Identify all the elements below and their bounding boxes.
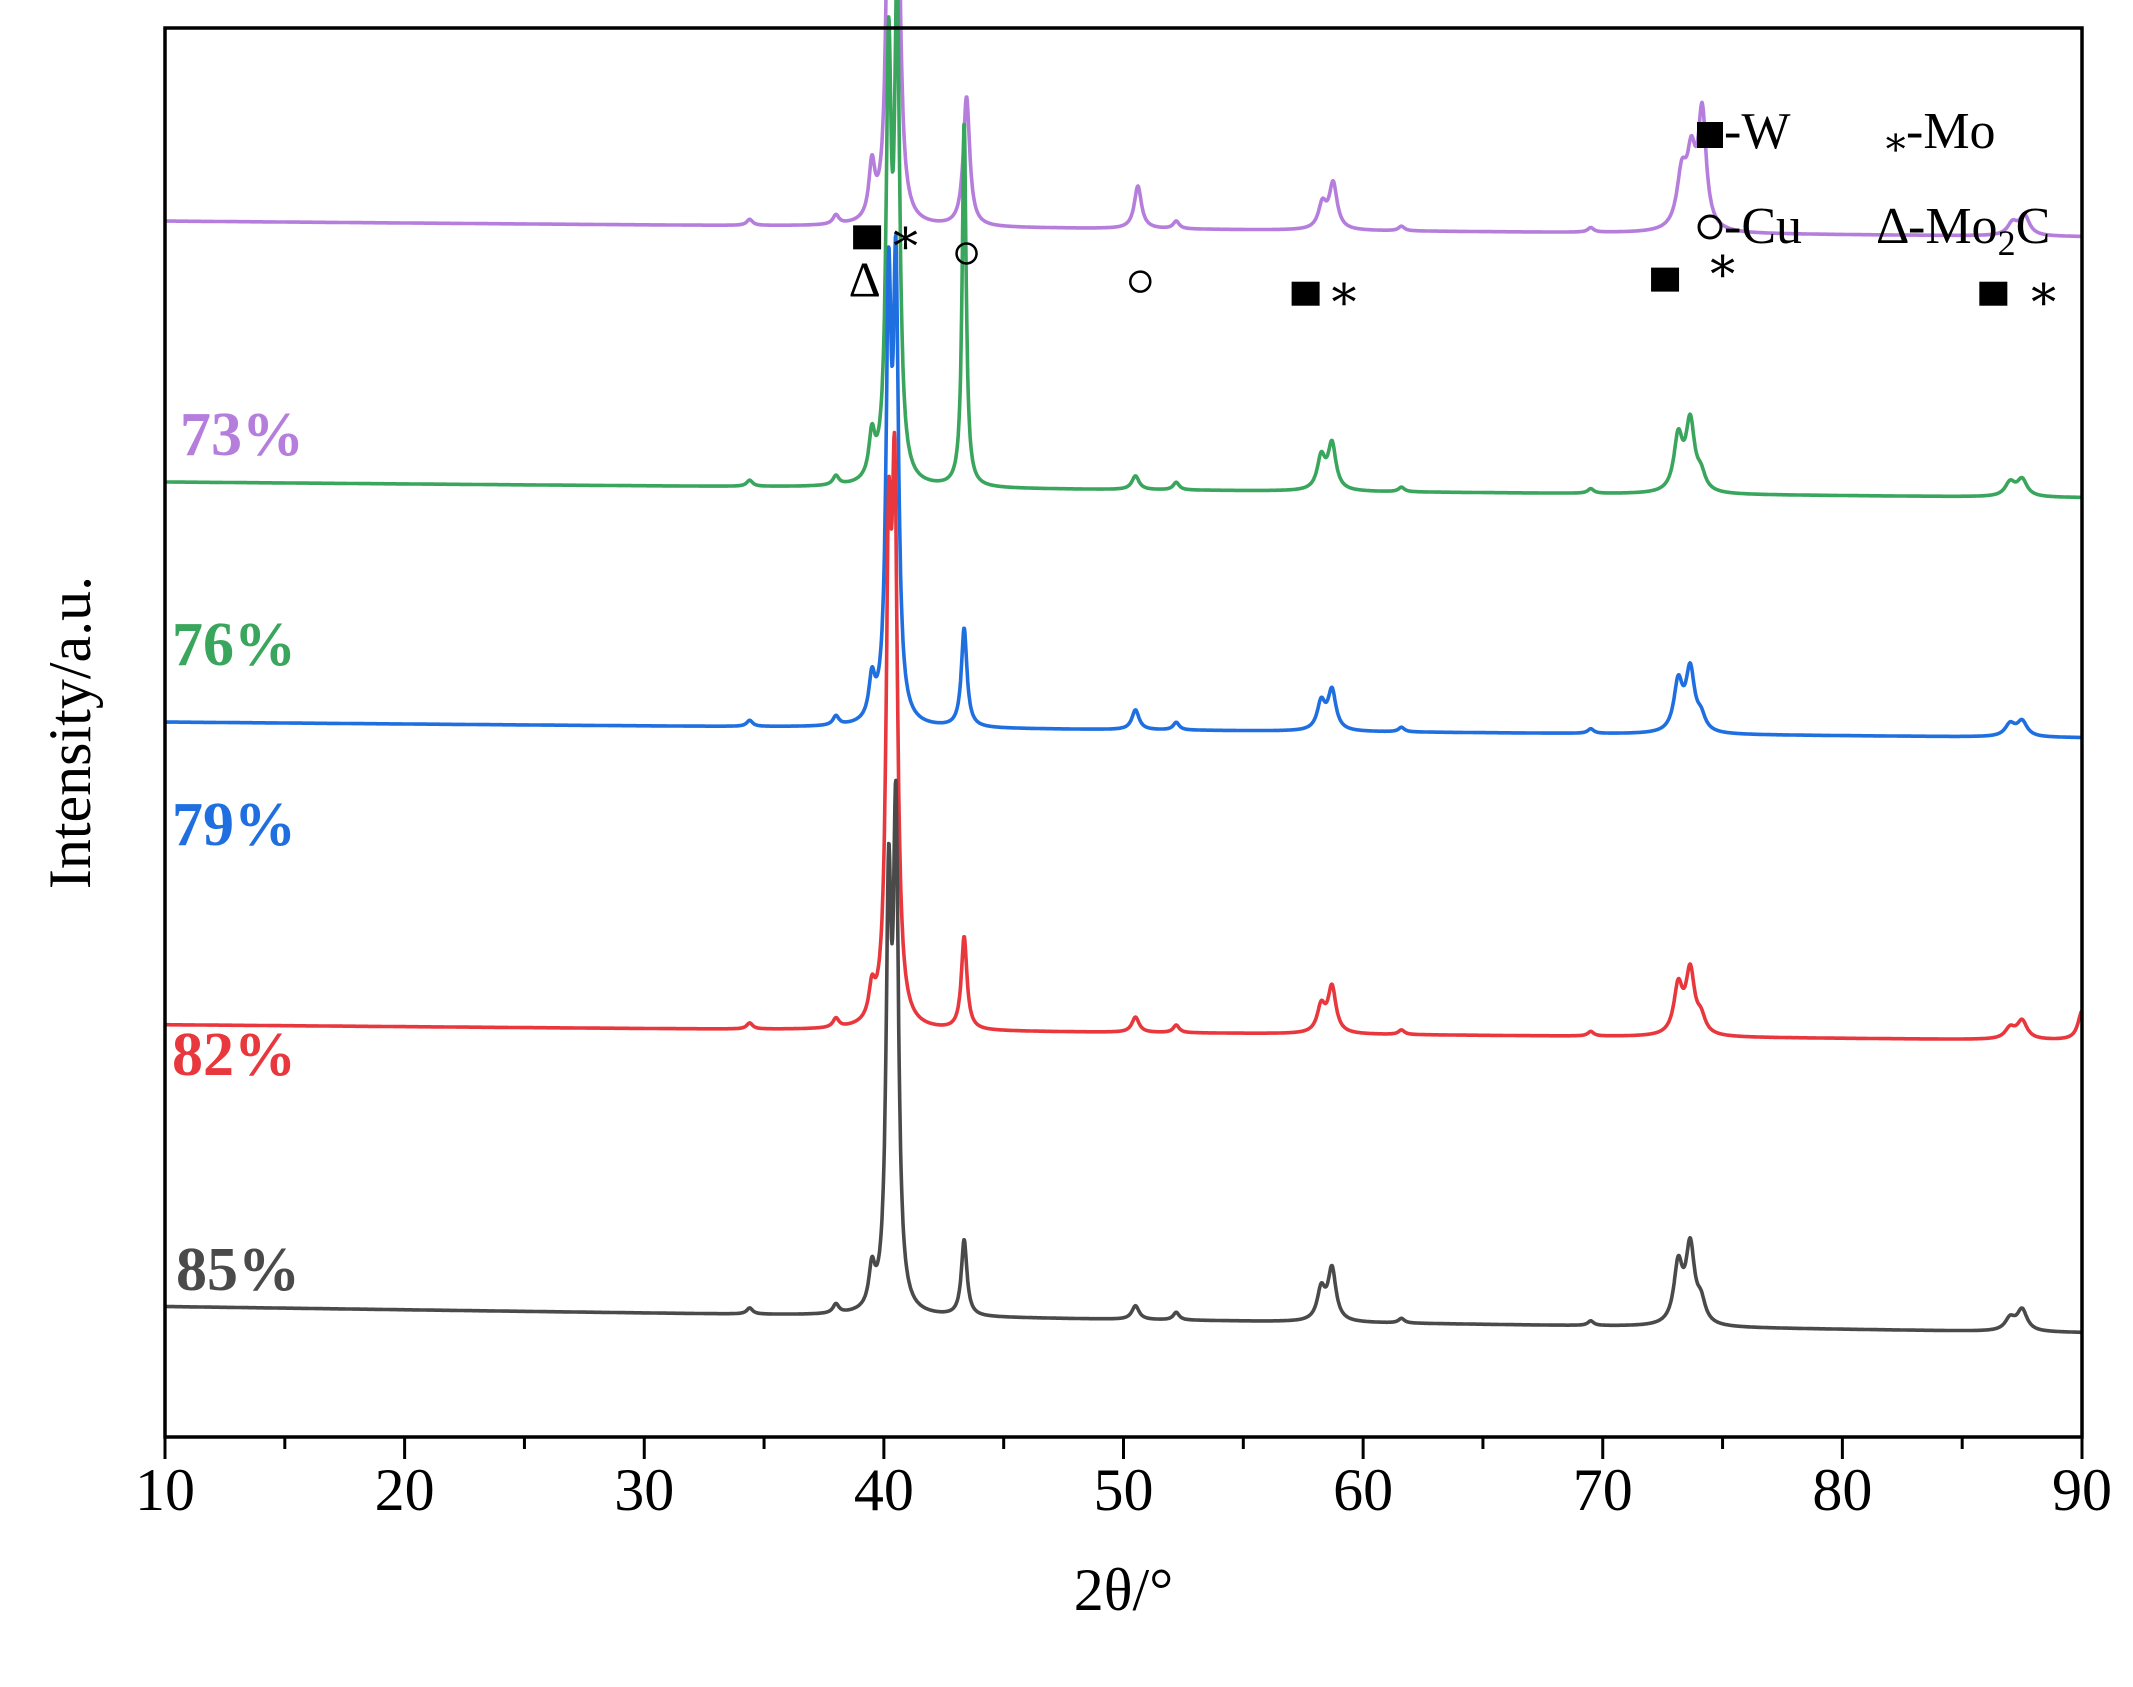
series-line-82pct bbox=[163, 430, 2084, 1041]
x-tick-label-10: 10 bbox=[135, 1457, 195, 1523]
x-tick-label-80: 80 bbox=[1812, 1457, 1872, 1523]
peak-marker-circle-4 bbox=[1129, 270, 1152, 293]
peak-marker-star-6: ∗ bbox=[1327, 265, 1361, 321]
series-label-82pct: 82% bbox=[172, 1021, 296, 1089]
legend-cu-label: -Cu bbox=[1724, 198, 1802, 255]
series-line-76pct bbox=[163, 0, 2084, 500]
peak-marker-square-0 bbox=[853, 225, 882, 250]
legend-w-square-symbol bbox=[1697, 122, 1723, 148]
legend-mo-label: -Mo bbox=[1906, 103, 1996, 160]
peak-marker-star-8: ∗ bbox=[1706, 237, 1740, 293]
peak-marker-star-1: ∗ bbox=[888, 208, 922, 264]
legend-mo2c-subscript: 2 bbox=[1998, 223, 2016, 263]
x-tick-label-60: 60 bbox=[1333, 1457, 1393, 1523]
series-line-79pct bbox=[163, 233, 2084, 740]
legend-mo2c-label: -Mo2C bbox=[1908, 198, 2050, 263]
peak-markers: ∗Δ ∗∗∗ bbox=[849, 208, 2061, 320]
series-layer bbox=[163, 0, 2084, 1335]
legend-cu-circle-symbol bbox=[1697, 214, 1723, 240]
legend-mo2c-delta-symbol: Δ bbox=[1876, 198, 1909, 255]
series-labels: 73% 76% 79% 82% 85% bbox=[172, 401, 304, 1304]
x-axis-label: 2θ/° bbox=[1074, 1557, 1173, 1623]
legend-mo2c-suffix: C bbox=[2016, 198, 2051, 255]
x-axis-ticks: 10 20 30 40 50 60 70 80 90 bbox=[135, 1437, 2112, 1523]
series-label-73pct: 73% bbox=[180, 401, 304, 469]
series-line-73pct bbox=[163, 0, 2084, 239]
series-line-85pct bbox=[163, 778, 2084, 1335]
legend: -W ∗ -Mo -Cu Δ -Mo2C bbox=[1697, 103, 2050, 263]
x-tick-label-50: 50 bbox=[1094, 1457, 1154, 1523]
legend-mo-star-symbol: ∗ bbox=[1882, 119, 1909, 164]
series-label-79pct: 79% bbox=[172, 791, 296, 859]
x-tick-label-40: 40 bbox=[854, 1457, 914, 1523]
x-tick-label-30: 30 bbox=[614, 1457, 674, 1523]
series-label-85pct: 85% bbox=[176, 1236, 300, 1304]
legend-mo2c-base: -Mo bbox=[1908, 198, 1998, 255]
x-tick-label-90: 90 bbox=[2052, 1457, 2112, 1523]
x-tick-label-70: 70 bbox=[1573, 1457, 1633, 1523]
peak-marker-square-5 bbox=[1291, 281, 1320, 306]
peak-marker-square-9 bbox=[1979, 281, 2008, 306]
x-tick-label-20: 20 bbox=[375, 1457, 435, 1523]
peak-marker-star-10: ∗ bbox=[2027, 265, 2061, 321]
legend-w-label: -W bbox=[1724, 103, 1790, 160]
peak-marker-circle-3 bbox=[955, 242, 978, 265]
peak-marker-square-7 bbox=[1651, 267, 1680, 292]
y-axis-label: Intensity/a.u. bbox=[37, 576, 103, 889]
peak-marker-delta-2: Δ bbox=[849, 251, 881, 307]
series-label-76pct: 76% bbox=[172, 611, 296, 679]
